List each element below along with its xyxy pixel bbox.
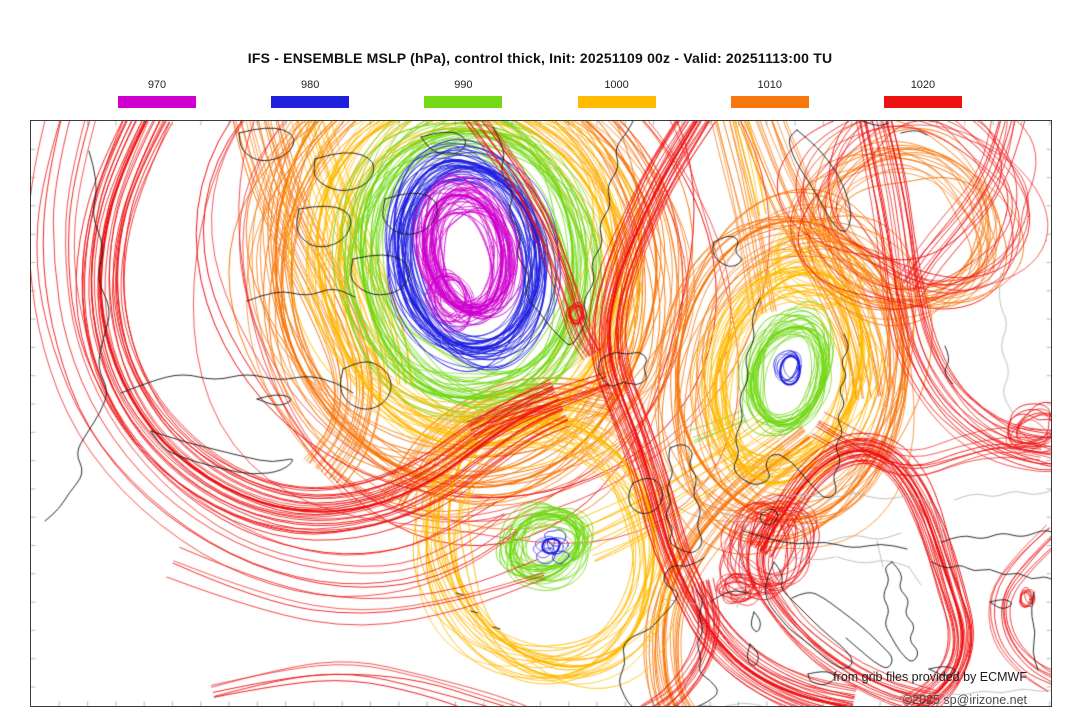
legend-item-970: 970: [118, 79, 196, 108]
legend-swatch-1020: [883, 96, 962, 108]
legend: 970 980 990 1000 1010 1020: [118, 79, 962, 108]
legend-swatch-970: [118, 96, 196, 108]
legend-item-1020: 1020: [883, 79, 962, 108]
legend-item-980: 980: [271, 79, 350, 108]
legend-swatch-1010: [730, 96, 809, 108]
page-title: IFS - ENSEMBLE MSLP (hPa), control thick…: [247, 50, 833, 66]
legend-swatch-1000: [577, 96, 656, 108]
legend-label: 1020: [910, 79, 936, 91]
map-canvas: [31, 121, 1051, 706]
legend-swatch-980: [271, 96, 350, 108]
attribution-provider: from grib files provided by ECMWF: [833, 670, 1027, 684]
legend-label: 1010: [757, 79, 782, 91]
legend-label: 990: [454, 79, 473, 91]
legend-item-990: 990: [424, 79, 503, 108]
map-frame: from grib files provided by ECMWF ©2025 …: [30, 120, 1052, 707]
legend-item-1000: 1000: [577, 79, 656, 108]
legend-label: 980: [301, 79, 320, 91]
attribution-copyright: ©2025 sp@irizone.net: [902, 693, 1027, 707]
legend-item-1010: 1010: [730, 79, 809, 108]
legend-label: 1000: [604, 79, 629, 91]
legend-swatch-990: [424, 96, 503, 108]
legend-label: 970: [147, 79, 167, 91]
